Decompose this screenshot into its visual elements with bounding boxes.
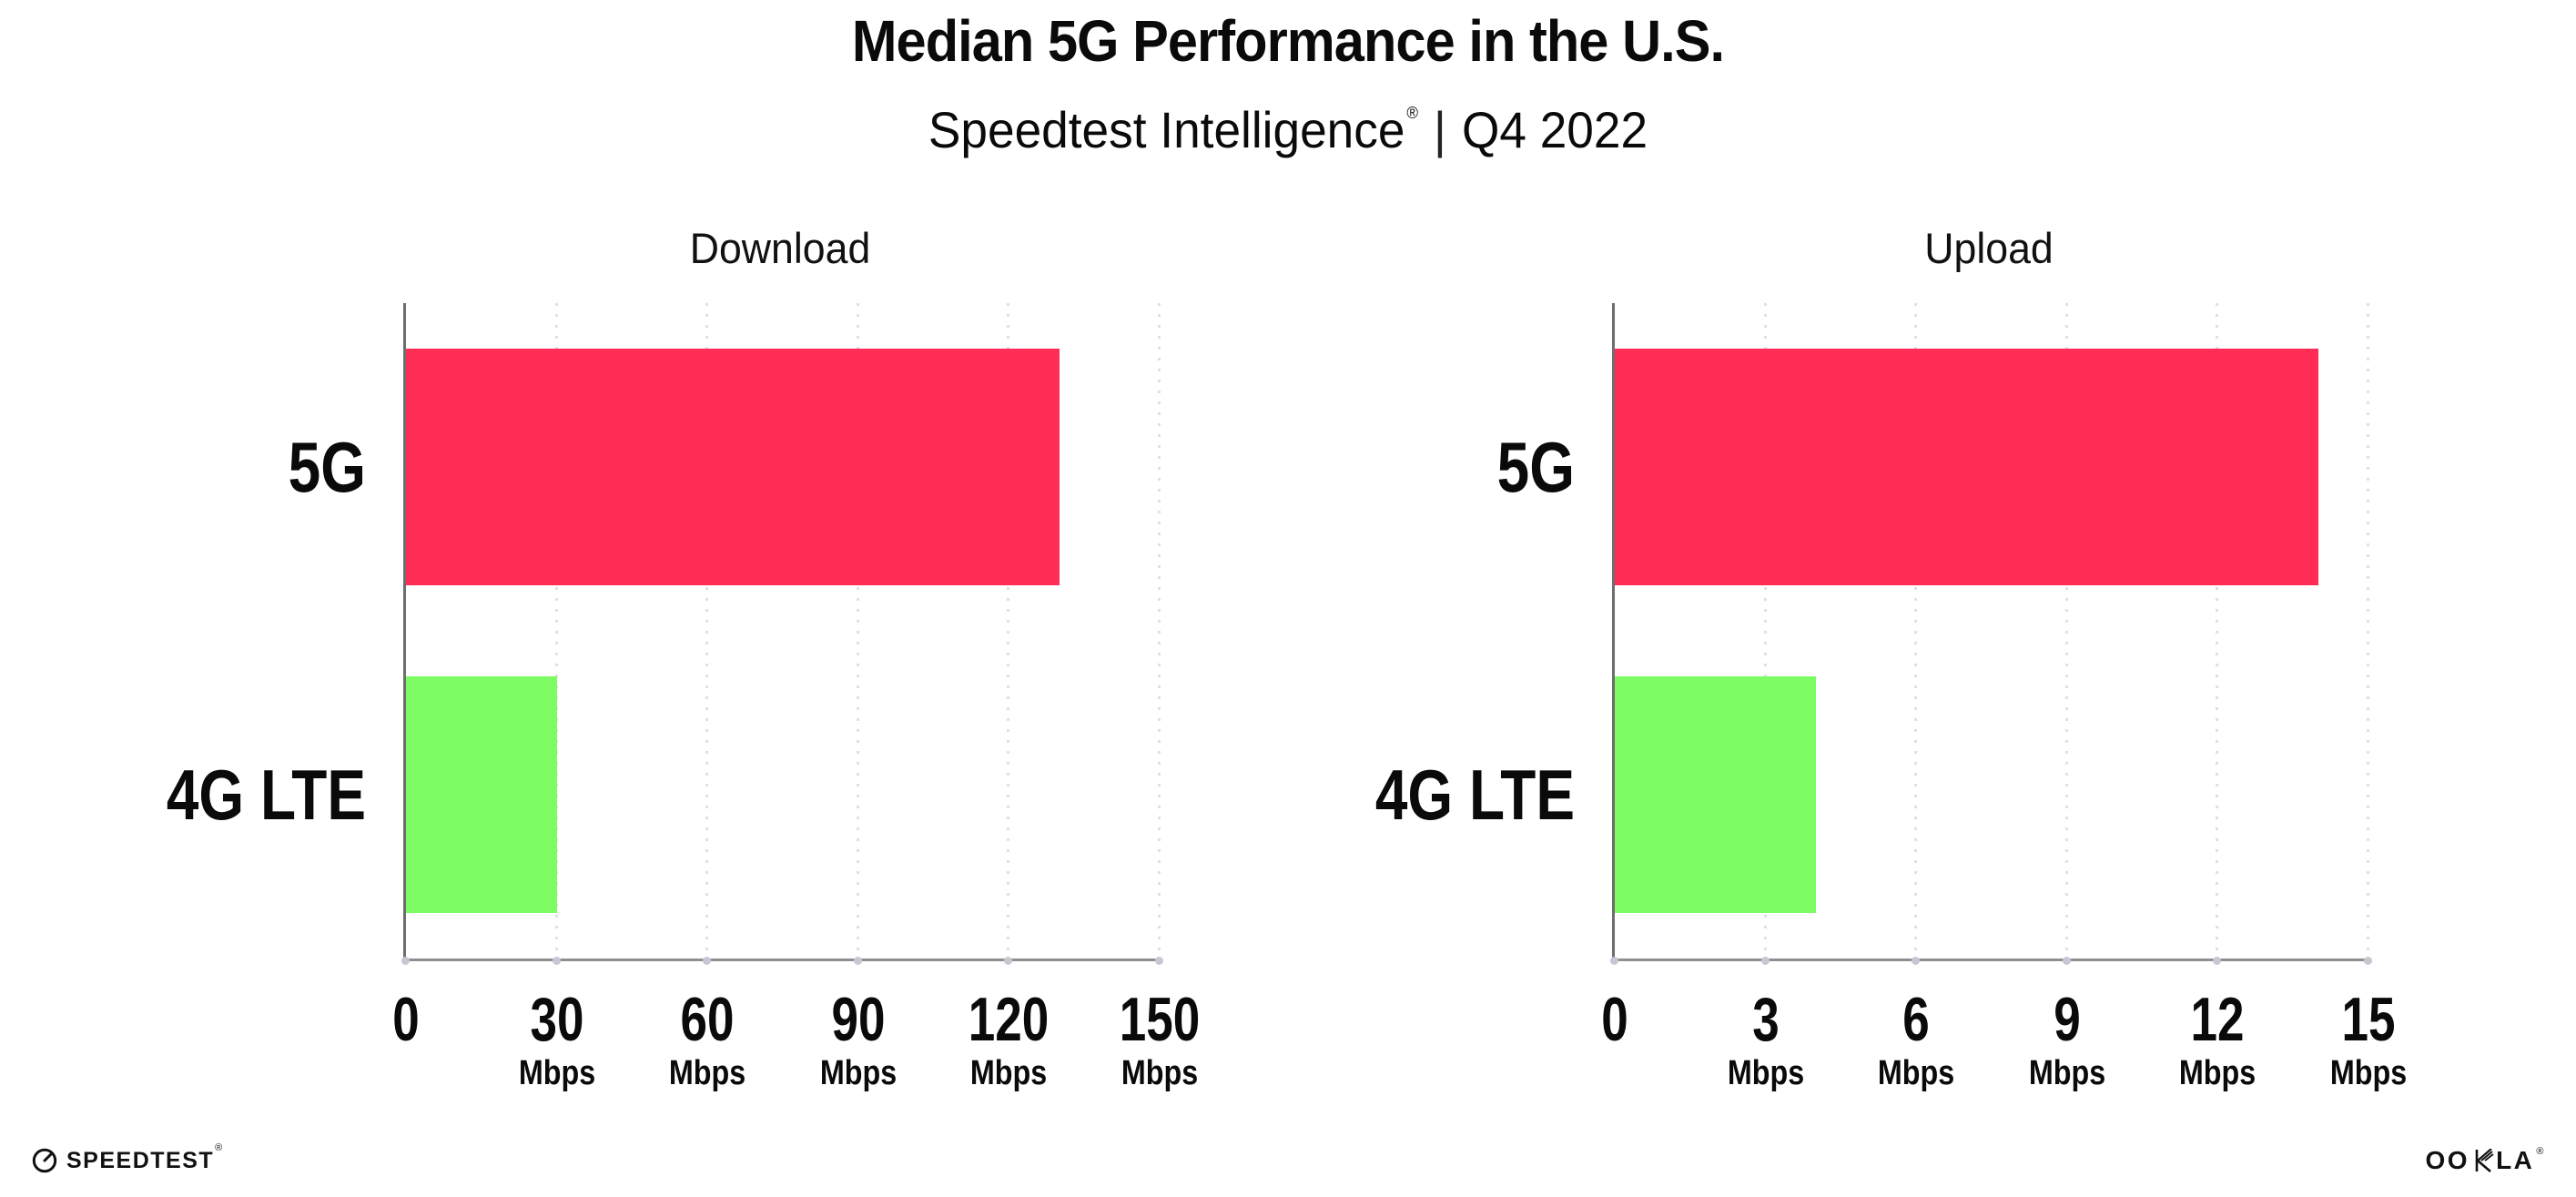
tick-unit-3: Mbps <box>1727 1054 1804 1092</box>
gridline-90 <box>856 303 859 959</box>
tick-label-12: 12 Mbps <box>2117 986 2317 1093</box>
ookla-wordmark-oo: OO <box>2425 1146 2470 1174</box>
category-label-4g-lte: 4G LTE <box>166 755 366 835</box>
tick-label-0: 0 <box>1515 986 1715 1053</box>
ookla-wordmark-la: LA <box>2496 1146 2535 1174</box>
ookla-logo: OO LA ® <box>2426 1135 2547 1186</box>
tick-unit-6: Mbps <box>1878 1054 1955 1092</box>
tick-label-9: 9 Mbps <box>1967 986 2167 1093</box>
page-title: Median 5G Performance in the U.S. <box>851 8 1725 74</box>
tick-value-6: 6 <box>1902 985 1930 1054</box>
download-chart: Download 5G 4G LTE 0 30 Mbps 60 Mbps 90 Mbps 120 M… <box>167 223 1200 1092</box>
gridline-9 <box>2064 303 2068 959</box>
axis-tick-mark-0 <box>401 957 410 965</box>
bar-5g <box>1615 349 2318 585</box>
tick-unit-9: Mbps <box>2028 1054 2105 1092</box>
speedtest-registered-mark: ® <box>215 1142 224 1154</box>
bar-4g-lte <box>406 676 557 913</box>
gridline-15 <box>2367 303 2369 959</box>
download-plot-area: 5G 4G LTE 0 30 Mbps 60 Mbps 90 Mbps 120 Mbps 150 Mbp… <box>167 303 1200 1092</box>
tick-value-0: 0 <box>392 985 420 1054</box>
subtitle-separator: | <box>1434 101 1446 158</box>
axis-tick-mark-3 <box>1760 957 1770 965</box>
registered-mark: ® <box>1406 104 1418 122</box>
axis-tick-mark-60 <box>703 957 712 965</box>
tick-value-3: 3 <box>1751 985 1780 1054</box>
subtitle-brand: Speedtest Intelligence <box>928 101 1405 158</box>
tick-label-3: 3 Mbps <box>1666 986 1866 1093</box>
tick-value-9: 9 <box>2054 985 2081 1054</box>
tick-value-120: 120 <box>969 985 1050 1054</box>
upload-chart: Upload 5G 4G LTE 0 3 Mbps 6 Mbps 9 Mbps 12 Mbps 15 M… <box>1375 223 2407 1092</box>
axis-tick-mark-30 <box>552 957 561 965</box>
tick-label-6: 6 Mbps <box>1816 986 2016 1093</box>
category-label-4g-lte: 4G LTE <box>1374 755 1575 835</box>
upload-plot-area: 5G 4G LTE 0 3 Mbps 6 Mbps 9 Mbps 12 Mbps 15 Mbps <box>1375 303 2407 1092</box>
tick-unit-60: Mbps <box>669 1054 746 1092</box>
tick-value-90: 90 <box>831 985 886 1054</box>
bar-5g <box>406 349 1060 585</box>
speedtest-wordmark: SPEEDTEST® <box>66 1142 224 1174</box>
gridline-12 <box>2216 303 2219 959</box>
gridline-150 <box>1158 303 1161 959</box>
bar-4g-lte <box>1615 676 1816 913</box>
gridline-30 <box>554 303 558 959</box>
tick-unit-30: Mbps <box>518 1054 595 1092</box>
tick-label-60: 60 Mbps <box>607 986 807 1093</box>
tick-label-150: 150 Mbps <box>1060 986 1260 1093</box>
gridline-60 <box>705 303 709 959</box>
axis-tick-mark-150 <box>1155 957 1163 965</box>
gridline-120 <box>1007 303 1010 959</box>
gridline-6 <box>1914 303 1918 959</box>
category-label-5g: 5G <box>1496 427 1575 507</box>
tick-label-0: 0 <box>306 986 506 1053</box>
page-subtitle: Speedtest Intelligence ® | Q4 2022 <box>65 100 2512 159</box>
tick-unit-15: Mbps <box>2329 1054 2408 1092</box>
gridline-3 <box>1763 303 1767 959</box>
speedtest-gauge-icon <box>32 1148 57 1173</box>
tick-unit-150: Mbps <box>1121 1054 1199 1092</box>
axis-tick-mark-120 <box>1004 957 1013 965</box>
chart-title-upload: Upload <box>1924 224 2054 272</box>
speedtest-wordmark-text: SPEEDTEST <box>66 1147 215 1173</box>
ookla-registered-mark: ® <box>2536 1146 2546 1157</box>
tick-unit-90: Mbps <box>819 1054 897 1092</box>
subtitle-period: Q4 2022 <box>1461 101 1648 158</box>
category-label-5g: 5G <box>288 427 366 507</box>
axis-tick-mark-0 <box>1610 957 1618 965</box>
chart-title-download: Download <box>689 224 871 272</box>
axis-tick-mark-15 <box>2364 957 2372 965</box>
axis-tick-mark-90 <box>853 957 862 965</box>
tick-unit-12: Mbps <box>2179 1054 2257 1092</box>
tick-label-120: 120 Mbps <box>908 986 1109 1093</box>
axis-tick-mark-6 <box>1912 957 1921 965</box>
tick-value-0: 0 <box>1601 985 1628 1054</box>
speedtest-logo: SPEEDTEST® <box>31 1135 224 1186</box>
ookla-stylized-k-icon <box>2475 1149 2494 1172</box>
tick-value-12: 12 <box>2190 985 2245 1054</box>
tick-label-90: 90 Mbps <box>758 986 958 1093</box>
tick-value-30: 30 <box>530 985 584 1054</box>
tick-value-15: 15 <box>2341 985 2396 1054</box>
axis-tick-mark-9 <box>2062 957 2071 965</box>
tick-value-150: 150 <box>1119 985 1201 1054</box>
tick-unit-120: Mbps <box>970 1054 1048 1092</box>
tick-label-15: 15 Mbps <box>2268 986 2469 1093</box>
tick-value-60: 60 <box>680 985 735 1054</box>
axis-tick-mark-12 <box>2213 957 2222 965</box>
tick-label-30: 30 Mbps <box>457 986 657 1093</box>
